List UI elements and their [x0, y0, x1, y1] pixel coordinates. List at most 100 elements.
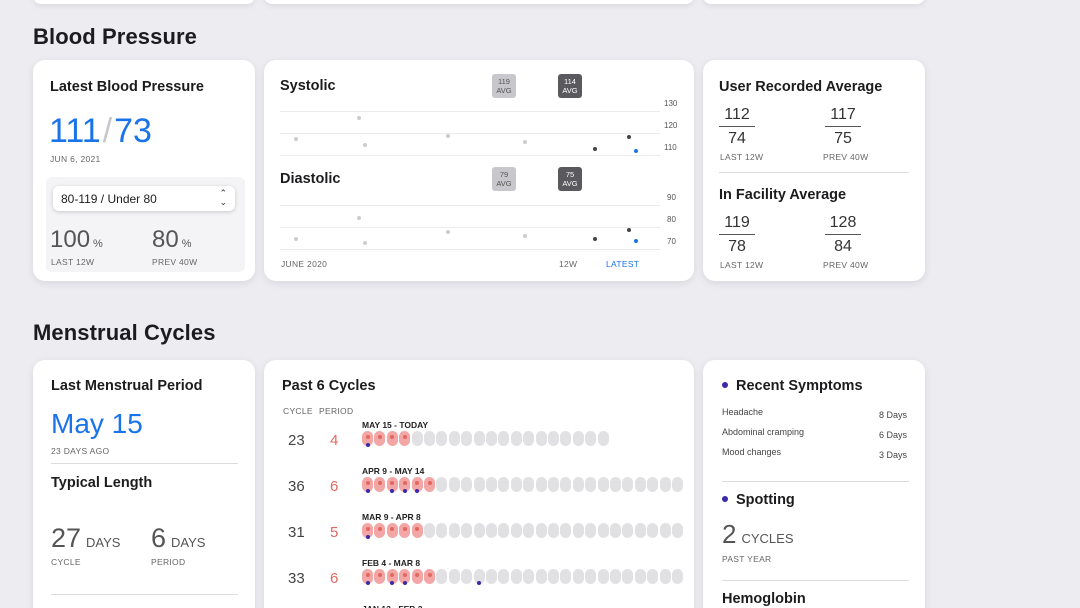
range-select[interactable]: 80-119 / Under 80 ⌃ ⌄ [53, 186, 235, 211]
spotting-title: Spotting [736, 492, 795, 508]
period-length: 4 [330, 432, 339, 449]
spotting-dot [365, 489, 370, 493]
cycle-day [436, 523, 448, 538]
cycle-day [560, 431, 572, 446]
previous-card-edge [264, 0, 694, 4]
symptom-name: Headache [722, 407, 764, 417]
divider [51, 463, 238, 464]
period-day [411, 477, 423, 493]
spotting-label: PAST YEAR [722, 554, 772, 564]
cycle-day [659, 477, 671, 492]
cycle-day [448, 569, 460, 584]
purple-dot-icon [722, 382, 728, 388]
cycle-day [498, 431, 510, 446]
period-day [374, 523, 386, 538]
spotting-dot [365, 443, 370, 447]
bp-averages-card[interactable] [703, 60, 925, 281]
systolic-value: 111 [49, 112, 101, 150]
cycle-day [597, 477, 609, 492]
symptom-days: 3 Days [879, 450, 908, 460]
user-12w-diastolic: 74 [728, 130, 746, 147]
user-12w-systolic: 112 [719, 106, 755, 127]
cycle-day [622, 477, 634, 492]
cycle-day [473, 569, 485, 585]
period-day [399, 569, 411, 585]
last-period-card[interactable] [33, 360, 255, 608]
cycle-day [548, 477, 559, 492]
spotting-value: 2 [722, 519, 737, 549]
period-day [424, 477, 435, 492]
last-period-date: May 15 [51, 408, 143, 439]
cycle-day [634, 477, 646, 492]
diastolic-avg-badge-prev: 79 AVG [492, 167, 516, 191]
diastolic-point [294, 237, 298, 241]
col-period-header: PERIOD [319, 406, 354, 416]
user-40w-diastolic: 75 [834, 130, 852, 147]
diastolic-tick: 80 [667, 215, 676, 224]
chevron-up-down-icon: ⌃ ⌄ [219, 188, 227, 207]
period-day [362, 523, 373, 539]
facility-average-title: In Facility Average [719, 187, 847, 203]
symptoms-card[interactable] [703, 360, 925, 608]
cycle-day [572, 569, 584, 584]
last-period-ago: 23 DAYS AGO [51, 446, 110, 456]
spotting-unit: CYCLES [741, 531, 794, 546]
cycle-day [585, 477, 597, 492]
latest-blood-pressure-card[interactable]: Latest Blood Pressure 111/73 JUN 6, 2021… [33, 60, 255, 281]
cycle-day [436, 477, 448, 492]
systolic-tick: 120 [664, 121, 678, 130]
past-cycles-card[interactable]: Past 6 Cycles CYCLE PERIOD 23 4 May 15 - T… [264, 360, 694, 608]
user-12w-label: LAST 12W [720, 152, 764, 162]
period-day-dot [365, 481, 370, 485]
cycle-day [572, 477, 584, 492]
hemoglobin-title: Hemoglobin [722, 591, 806, 607]
period-day-dot [377, 435, 382, 439]
systolic-avg-badge-prev: 119 AVG [492, 74, 516, 98]
cycle-day [560, 523, 572, 538]
spotting-dot [365, 581, 370, 585]
cycle-day [634, 523, 646, 538]
cycle-day [473, 477, 485, 492]
cycle-day [548, 523, 559, 538]
cycle-day [461, 431, 473, 446]
cycle-day [510, 431, 522, 446]
cycle-day [486, 523, 497, 538]
systolic-point [446, 134, 450, 138]
cycle-day [486, 569, 497, 584]
cycle-day [523, 477, 535, 492]
stat1-label: LAST 12W [51, 257, 95, 267]
spotting-dot [415, 489, 420, 493]
cycle-day [523, 431, 535, 446]
cycle-day [424, 431, 435, 446]
systolic-tick: 130 [664, 99, 678, 108]
bp-chart-card[interactable] [264, 60, 694, 281]
period-day [374, 569, 386, 584]
cycle-length: 36 [288, 478, 305, 495]
symptom-name: Mood changes [722, 447, 782, 457]
cycle-date-range: Apr 9 - May 14 [362, 466, 425, 476]
stat1: 100% [50, 226, 103, 254]
symptom-days: 8 Days [879, 410, 908, 420]
cycle-day [548, 431, 559, 446]
gridline [280, 155, 660, 156]
period-day [386, 477, 398, 493]
cycle-day [610, 477, 621, 492]
cycle-day [647, 523, 659, 538]
cycle-day [510, 477, 522, 492]
cycle-day [424, 523, 435, 538]
period-day [424, 569, 435, 584]
period-day-dot [377, 481, 382, 485]
x-axis-latest: LATEST [606, 259, 640, 269]
spotting-dot [390, 489, 395, 493]
spotting-dot [390, 581, 395, 585]
cycle-day [523, 569, 535, 584]
cycle-day [535, 569, 547, 584]
cycle-date-range: May 15 - Today [362, 420, 429, 430]
period-day [386, 569, 398, 585]
bp-reading: 111/73 [49, 112, 152, 151]
period-day-dot [402, 435, 407, 439]
gridline [280, 111, 660, 112]
period-day [411, 569, 423, 584]
systolic-point [523, 140, 527, 144]
period-length: 6 [330, 478, 339, 495]
